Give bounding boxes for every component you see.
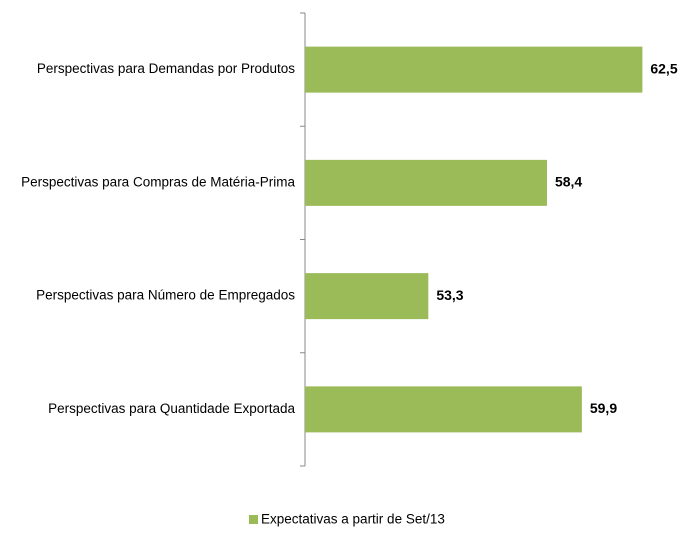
legend-swatch [249,515,258,524]
bar [305,386,582,433]
category-label: Perspectivas para Demandas por Produtos [37,61,295,76]
value-label: 59,9 [590,400,617,416]
bar [305,159,547,206]
category-label: Perspectivas para Compras de Matéria-Pri… [21,174,295,189]
value-label: 62,5 [650,60,677,76]
category-label: Perspectivas para Quantidade Exportada [48,401,295,416]
category-label: Perspectivas para Número de Empregados [36,288,295,303]
bar [305,273,429,320]
bar [305,46,643,93]
legend-label: Expectativas a partir de Set/13 [261,512,445,527]
value-label: 53,3 [436,287,463,303]
value-label: 58,4 [555,174,582,190]
